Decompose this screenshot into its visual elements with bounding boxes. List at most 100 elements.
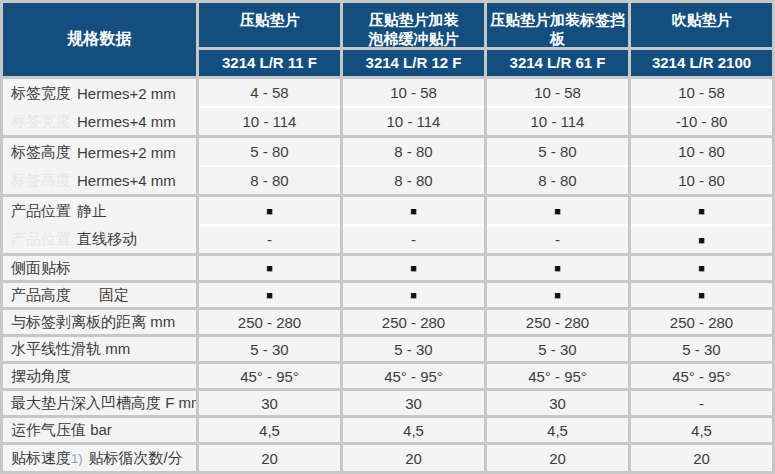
value-cell: ■ (343, 283, 484, 307)
row-label-title: 与标签剥离板的距离 mm (11, 313, 175, 332)
row-label: 贴标速度1)贴标循次数/分 (3, 445, 196, 471)
row-label-title: 产品高度 (11, 286, 71, 305)
spec-row-group: 与标签剥离板的距离 mm250 - 280250 - 280250 - 2802… (3, 310, 772, 334)
value-column: 5 - 30 (487, 337, 628, 361)
value-column: 250 - 280 (631, 310, 772, 334)
value-cell: 30 (199, 391, 340, 415)
value-cell: 10 - 80 (631, 138, 772, 165)
row-label-cell: 运作气压值 bar (3, 418, 196, 442)
row-label: 标签高度Hermes+4 mm (3, 166, 196, 194)
spec-row-group: 水平线性滑轨 mm5 - 305 - 305 - 305 - 30 (3, 337, 772, 361)
spec-row-group: 侧面贴标■■■■ (3, 256, 772, 280)
value-column: 45° - 95° (199, 364, 340, 388)
row-label-title: 最大垫片深入凹槽高度 F mm (11, 394, 196, 413)
spec-row-group: 摆动角度45° - 95°45° - 95°45° - 95°45° - 95° (3, 364, 772, 388)
row-label-cell: 摆动角度 (3, 364, 196, 388)
value-column: ■- (199, 197, 340, 253)
value-cell: 8 - 80 (487, 167, 628, 194)
value-cell: 4 - 58 (199, 79, 340, 106)
model-number-header: 3214 L/R 12 F (343, 50, 484, 76)
spec-row-group: 产品高度固定■■■■ (3, 283, 772, 307)
value-cell: 45° - 95° (487, 364, 628, 388)
value-cell: 10 - 58 (631, 79, 772, 106)
spec-row-group: 标签宽度Hermes+2 mm标签宽度Hermes+4 mm4 - 5810 -… (3, 79, 772, 135)
value-cell: 20 (199, 445, 340, 471)
value-column: ■ (343, 256, 484, 280)
value-column: - (631, 391, 772, 415)
value-cell: 4,5 (631, 418, 772, 442)
value-column: ■ (631, 256, 772, 280)
row-label-sub: Hermes+4 mm (77, 113, 176, 130)
value-column: 5 - 30 (199, 337, 340, 361)
row-label-title: 水平线性滑轨 mm (11, 340, 130, 359)
value-cell: 45° - 95° (199, 364, 340, 388)
spec-table: 规格数据 压贴垫片3214 L/R 11 F压贴垫片加装 泡棉缓冲贴片3214 … (0, 0, 775, 474)
row-label-title: 标签高度 (11, 143, 71, 162)
row-label-title: 标签宽度 (11, 84, 71, 103)
value-column: ■ (487, 283, 628, 307)
row-label-cell: 贴标速度1)贴标循次数/分 (3, 445, 196, 471)
value-column: 10 - 5810 - 114 (487, 79, 628, 135)
product-name-header: 吹贴垫片 (631, 3, 772, 47)
value-cell: 8 - 80 (343, 167, 484, 194)
value-cell: 8 - 80 (343, 138, 484, 165)
value-cell: ■ (631, 256, 772, 280)
value-cell: 4,5 (343, 418, 484, 442)
corner-header-cell: 规格数据 (3, 3, 196, 76)
value-cell: ■ (631, 283, 772, 307)
row-label: 最大垫片深入凹槽高度 F mm (3, 391, 196, 415)
value-cell: 10 - 58 (343, 79, 484, 106)
value-cell: 10 - 114 (343, 108, 484, 135)
value-cell: 5 - 30 (199, 337, 340, 361)
value-column: 20 (631, 445, 772, 471)
value-cell: ■ (343, 256, 484, 280)
value-column: 45° - 95° (631, 364, 772, 388)
value-cell: - (631, 391, 772, 415)
row-label-title: 产品位置 (11, 202, 71, 221)
value-cell: ■ (631, 226, 772, 253)
value-cell: ■ (199, 256, 340, 280)
value-column: 10 - 5810 - 114 (343, 79, 484, 135)
value-column: 30 (487, 391, 628, 415)
row-label-cell: 标签高度 Hermes+2 mm 标签高度Hermes+4 mm (3, 138, 196, 194)
row-label-title: 运作气压值 bar (11, 421, 112, 440)
value-column: ■- (487, 197, 628, 253)
header-column-2: 压贴垫片加装 泡棉缓冲贴片3214 L/R 12 F (343, 3, 484, 76)
value-column: 250 - 280 (199, 310, 340, 334)
row-label-sub: 静止 (77, 202, 107, 221)
row-label-sub: Hermes+2 mm (77, 144, 176, 161)
value-column: 20 (487, 445, 628, 471)
value-column: 4,5 (343, 418, 484, 442)
row-label: 水平线性滑轨 mm (3, 337, 196, 361)
value-cell: 250 - 280 (343, 310, 484, 334)
value-cell: 4,5 (199, 418, 340, 442)
value-cell: 8 - 80 (199, 167, 340, 194)
value-column: 4 - 5810 - 114 (199, 79, 340, 135)
value-cell: 10 - 80 (631, 167, 772, 194)
model-number-header: 3214 L/R 11 F (199, 50, 340, 76)
row-label-title: 标签高度 (11, 171, 71, 190)
spec-row-group: 产品位置静止产品位置直线移动■-■-■-■■ (3, 197, 772, 253)
value-column: 10 - 58-10 - 80 (631, 79, 772, 135)
value-column: ■ (631, 283, 772, 307)
row-label-title: 标签宽度 (11, 112, 71, 131)
row-label-cell: 产品高度固定 (3, 283, 196, 307)
model-number-header: 3214 L/R 61 F (487, 50, 628, 76)
value-column: 5 - 808 - 80 (487, 138, 628, 194)
row-label: 产品高度固定 (3, 283, 196, 307)
value-cell: 250 - 280 (199, 310, 340, 334)
value-cell: -10 - 80 (631, 108, 772, 135)
row-label-title: 摆动角度 (11, 367, 71, 386)
header-column-1: 压贴垫片3214 L/R 11 F (199, 3, 340, 76)
row-label: 侧面贴标 (3, 256, 196, 280)
value-cell: - (343, 226, 484, 253)
value-column: 30 (343, 391, 484, 415)
value-cell: - (487, 226, 628, 253)
value-column: 250 - 280 (343, 310, 484, 334)
value-column: ■ (343, 283, 484, 307)
value-cell: ■ (487, 256, 628, 280)
row-label-cell: 侧面贴标 (3, 256, 196, 280)
table-header: 规格数据 压贴垫片3214 L/R 11 F压贴垫片加装 泡棉缓冲贴片3214 … (3, 3, 772, 76)
value-cell: - (199, 226, 340, 253)
row-label: 摆动角度 (3, 364, 196, 388)
